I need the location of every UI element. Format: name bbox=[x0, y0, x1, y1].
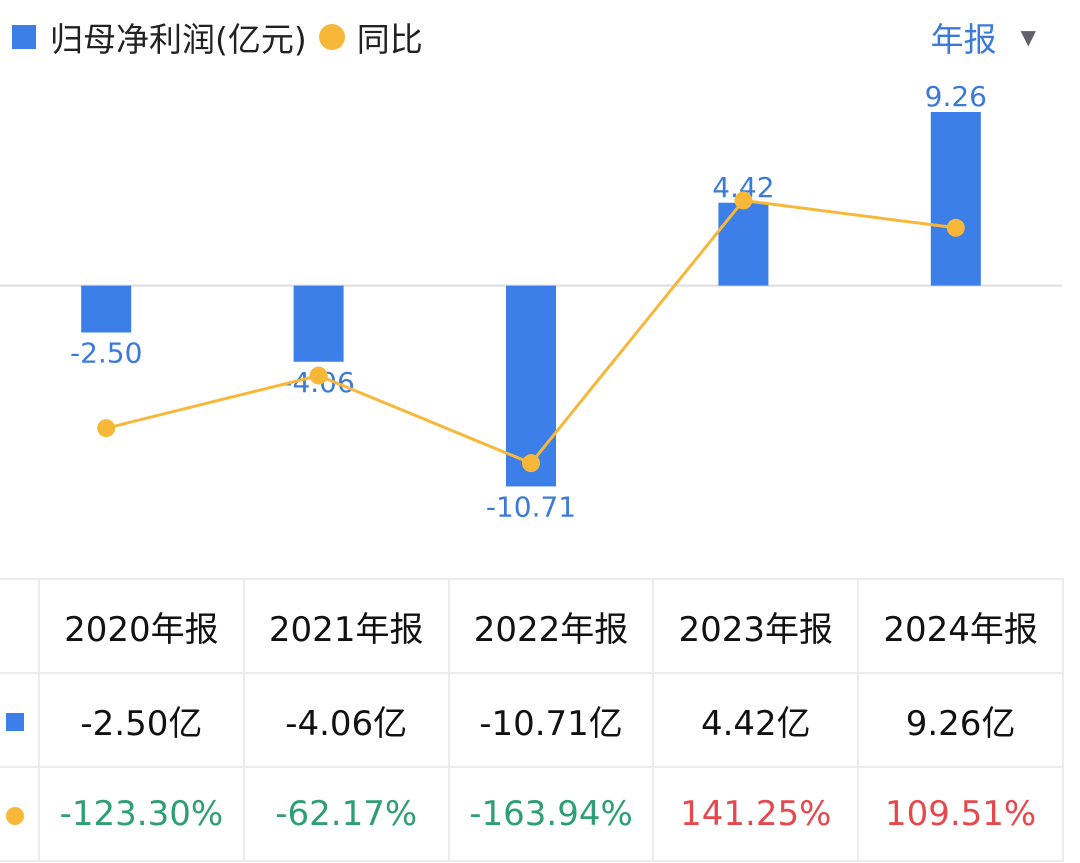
bar bbox=[930, 112, 981, 286]
profit-cell: 4.42亿 bbox=[652, 672, 860, 768]
bar-value-label: -10.71 bbox=[486, 490, 576, 523]
yoy-cell: 141.25% bbox=[652, 766, 860, 862]
dropdown-arrow-icon: ▼ bbox=[1020, 25, 1036, 49]
yoy-point bbox=[734, 191, 753, 210]
bar bbox=[81, 285, 132, 333]
legend-bar-label: 归母净利润(亿元) bbox=[50, 20, 307, 59]
legend-line-label: 同比 bbox=[356, 20, 423, 59]
yoy-cell: 109.51% bbox=[857, 766, 1064, 862]
bar bbox=[506, 285, 556, 487]
profit-chart: -2.50-4.06-10.714.429.26 bbox=[0, 80, 1062, 523]
profit-cell: -2.50亿 bbox=[38, 672, 245, 768]
bar bbox=[293, 285, 344, 362]
yoy-point bbox=[522, 454, 540, 473]
line-dot-icon bbox=[6, 807, 24, 825]
row-marker-bar bbox=[0, 672, 40, 768]
yoy-point bbox=[946, 218, 965, 237]
legend-bar-swatch bbox=[12, 25, 36, 49]
table-header-cell: 2021年报 bbox=[242, 578, 450, 674]
profit-cell: 9.26亿 bbox=[857, 672, 1064, 768]
data-table: 2020年报 2021年报 2022年报 2023年报 2024年报 -2.50… bbox=[0, 578, 1064, 862]
table-header-row: 2020年报 2021年报 2022年报 2023年报 2024年报 bbox=[0, 578, 1064, 674]
row-marker-line bbox=[0, 766, 40, 862]
chart-legend: 归母净利润(亿元) 同比 bbox=[12, 14, 423, 60]
bar-square-icon bbox=[6, 713, 24, 731]
bar-value-label: 9.26 bbox=[925, 80, 987, 113]
legend-line-swatch bbox=[318, 24, 345, 50]
profit-cell: -10.71亿 bbox=[447, 672, 655, 768]
bar-value-label: -2.50 bbox=[70, 337, 142, 370]
period-selector-label: 年报 bbox=[930, 20, 997, 59]
table-header-cell: 2020年报 bbox=[38, 578, 245, 674]
table-header-cell: 2023年报 bbox=[652, 578, 860, 674]
table-header-cell: 2024年报 bbox=[857, 578, 1064, 674]
table-row-yoy: -123.30% -62.17% -163.94% 141.25% 109.51… bbox=[0, 766, 1064, 862]
profit-cell: -4.06亿 bbox=[242, 672, 450, 768]
bar bbox=[718, 202, 769, 286]
table-row-profit: -2.50亿 -4.06亿 -10.71亿 4.42亿 9.26亿 bbox=[0, 672, 1064, 768]
table-header-cell: 2022年报 bbox=[447, 578, 655, 674]
yoy-cell: -62.17% bbox=[242, 766, 450, 862]
yoy-cell: -123.30% bbox=[38, 766, 245, 862]
yoy-point bbox=[97, 419, 116, 438]
yoy-point bbox=[309, 366, 328, 385]
table-header-blank bbox=[0, 578, 40, 674]
yoy-cell: -163.94% bbox=[447, 766, 655, 862]
period-selector[interactable]: 年报 ▼ bbox=[931, 14, 1036, 60]
